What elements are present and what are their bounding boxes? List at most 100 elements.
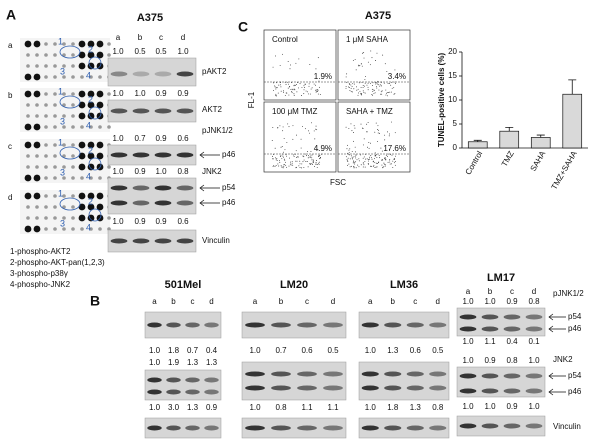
flow-dot <box>272 82 274 84</box>
flow-dot <box>295 62 297 64</box>
spot <box>24 225 32 233</box>
flow-dot <box>378 155 380 156</box>
lane-label: d <box>181 33 185 42</box>
spot <box>53 103 57 107</box>
band <box>406 371 424 377</box>
flow-dot <box>371 94 373 96</box>
spot <box>78 62 86 70</box>
spot <box>87 101 95 109</box>
flow-dot <box>365 75 366 77</box>
spot <box>35 165 39 169</box>
flow-dot <box>296 166 298 168</box>
flow-dot <box>352 60 354 61</box>
flow-dot <box>350 91 352 93</box>
flow-dot <box>393 93 395 95</box>
flow-dot <box>388 153 390 155</box>
flow-dot <box>374 131 376 133</box>
y-tick-label: 20 <box>448 47 457 56</box>
band <box>271 385 291 391</box>
spot <box>44 42 48 46</box>
spot <box>71 216 75 220</box>
band <box>147 377 162 383</box>
flow-dot <box>281 166 283 168</box>
quant-value: 1.0 <box>177 47 189 56</box>
flow-dot <box>279 125 281 127</box>
panel-title: A375 <box>365 10 391 22</box>
flow-dot <box>371 158 373 160</box>
array-label: b <box>8 91 13 100</box>
spot <box>87 203 95 211</box>
spot-number: 3 <box>60 116 65 126</box>
spot <box>89 227 93 231</box>
flow-dot <box>378 84 380 86</box>
flow-dot <box>347 144 348 146</box>
spot <box>33 73 41 81</box>
flow-dot <box>352 165 354 167</box>
flow-dot <box>373 90 375 92</box>
spot <box>78 203 86 211</box>
flow-dot <box>297 87 299 89</box>
flow-dot <box>351 130 353 132</box>
lane-label: c <box>305 297 309 306</box>
flow-dot <box>351 151 353 152</box>
flow-dot <box>282 126 284 128</box>
quant-value: 0.8 <box>528 297 540 306</box>
band <box>245 371 265 377</box>
flow-dot <box>374 152 376 154</box>
plot-percent: 3.4% <box>388 72 406 81</box>
quant-value: 1.0 <box>112 217 124 226</box>
flow-dot <box>276 160 278 161</box>
flow-dot <box>345 76 347 78</box>
spot <box>78 141 86 149</box>
flow-dot <box>289 157 290 159</box>
error-bar <box>568 79 577 95</box>
spot <box>24 141 32 149</box>
band <box>429 425 447 431</box>
flow-dot <box>387 92 389 93</box>
band <box>176 71 194 77</box>
flow-dot <box>388 83 390 84</box>
panel-title: A375 <box>137 12 163 24</box>
flow-dot <box>291 91 293 93</box>
blot-label: p54 <box>568 312 582 321</box>
flow-dot <box>392 160 394 162</box>
flow-dot <box>316 91 318 92</box>
flow-dot <box>302 161 304 163</box>
flow-dot <box>276 87 278 89</box>
bar <box>467 141 488 149</box>
flow-dot <box>348 154 350 156</box>
spot <box>26 53 30 57</box>
flow-dot <box>309 156 311 158</box>
flow-dot <box>380 84 382 86</box>
spot-number: 4 <box>86 171 91 181</box>
flow-dot <box>315 84 316 86</box>
plot-label: Control <box>272 35 298 44</box>
spot <box>98 176 102 180</box>
flow-dot <box>389 133 390 135</box>
spot <box>107 53 111 57</box>
quant-value: 1.0 <box>155 167 167 176</box>
flow-dot <box>298 58 300 60</box>
flow-plot <box>337 29 411 101</box>
flow-dot <box>371 94 373 95</box>
quant-value: 1.0 <box>112 89 124 98</box>
quant-value: 0.6 <box>177 217 189 226</box>
band <box>525 326 543 332</box>
flow-dot <box>304 153 306 155</box>
flow-dot <box>299 163 301 165</box>
lane-label: d <box>436 297 440 306</box>
flow-dot <box>282 53 283 55</box>
flow-dot <box>307 157 309 159</box>
spot <box>44 143 48 147</box>
spot <box>53 216 57 220</box>
flow-dot <box>293 93 295 95</box>
quant-value: 1.0 <box>365 403 377 412</box>
quant-value: 0.9 <box>506 402 518 411</box>
arrow <box>548 325 566 333</box>
quant-value: 0.9 <box>506 297 518 306</box>
quant-value: 0.5 <box>134 47 146 56</box>
lane-label: d <box>209 297 213 306</box>
flow-dot <box>287 81 289 83</box>
flow-dot <box>364 158 366 160</box>
flow-dot <box>288 165 290 167</box>
